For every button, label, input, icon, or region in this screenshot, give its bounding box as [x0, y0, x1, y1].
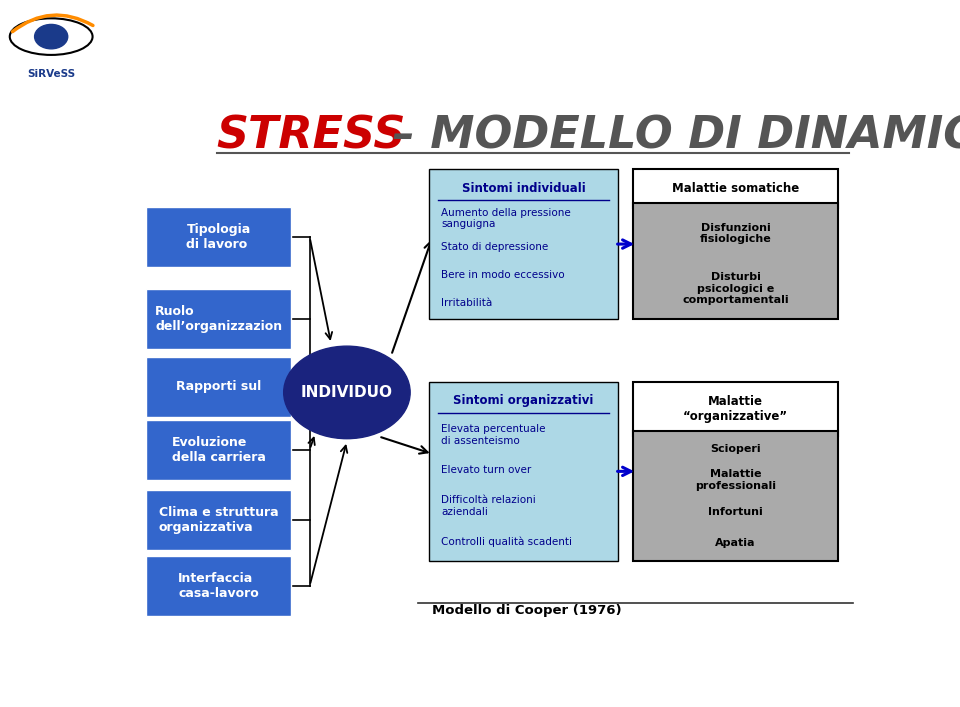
- FancyBboxPatch shape: [146, 207, 291, 267]
- FancyBboxPatch shape: [634, 169, 838, 209]
- Text: Elevata percentuale
di assenteismo: Elevata percentuale di assenteismo: [442, 424, 546, 445]
- FancyBboxPatch shape: [146, 420, 291, 479]
- Text: Scioperi: Scioperi: [710, 444, 761, 454]
- Text: INDIVIDUO: INDIVIDUO: [300, 385, 393, 400]
- Text: Rapporti sul: Rapporti sul: [176, 380, 261, 394]
- Text: Disturbi
psicologici e
comportamentali: Disturbi psicologici e comportamentali: [683, 272, 789, 305]
- FancyBboxPatch shape: [429, 382, 618, 561]
- Text: Clima e struttura
organizzativa: Clima e struttura organizzativa: [158, 506, 278, 534]
- Text: Stato di depressione: Stato di depressione: [442, 242, 549, 252]
- Text: Ruolo
dell’organizzazion: Ruolo dell’organizzazion: [155, 305, 282, 333]
- Text: Bere in modo eccessivo: Bere in modo eccessivo: [442, 270, 565, 280]
- FancyBboxPatch shape: [146, 289, 291, 349]
- Text: Malattie
“organizzative”: Malattie “organizzative”: [684, 395, 788, 423]
- Text: Tipologia
di lavoro: Tipologia di lavoro: [186, 223, 251, 251]
- Text: Irritabilità: Irritabilità: [442, 298, 492, 308]
- Text: – MODELLO DI DINAMICA: – MODELLO DI DINAMICA: [376, 115, 960, 158]
- FancyArrowPatch shape: [12, 15, 93, 32]
- Text: Sintomi organizzativi: Sintomi organizzativi: [453, 394, 594, 407]
- Text: Malattie
professionali: Malattie professionali: [695, 469, 776, 491]
- FancyBboxPatch shape: [634, 382, 838, 436]
- Text: Difficoltà relazioni
aziendali: Difficoltà relazioni aziendali: [442, 496, 536, 517]
- Text: Interfaccia
casa-lavoro: Interfaccia casa-lavoro: [179, 572, 259, 600]
- Text: SiRVeSS: SiRVeSS: [27, 69, 75, 79]
- Circle shape: [35, 25, 68, 49]
- FancyBboxPatch shape: [146, 491, 291, 550]
- Text: Evoluzione
della carriera: Evoluzione della carriera: [172, 436, 266, 464]
- Text: Aumento della pressione
sanguigna: Aumento della pressione sanguigna: [442, 208, 571, 230]
- Ellipse shape: [10, 18, 92, 55]
- Circle shape: [283, 346, 410, 438]
- FancyBboxPatch shape: [146, 556, 291, 616]
- Text: Disfunzioni
fisiologiche: Disfunzioni fisiologiche: [700, 223, 772, 244]
- Text: Sintomi individuali: Sintomi individuali: [462, 182, 586, 194]
- FancyBboxPatch shape: [429, 169, 618, 319]
- Text: Malattie somatiche: Malattie somatiche: [672, 182, 800, 195]
- Text: Modello di Cooper (1976): Modello di Cooper (1976): [432, 604, 622, 617]
- FancyBboxPatch shape: [634, 203, 838, 319]
- Text: Controlli qualità scadenti: Controlli qualità scadenti: [442, 537, 572, 547]
- Text: Infortuni: Infortuni: [708, 506, 763, 517]
- Text: Elevato turn over: Elevato turn over: [442, 465, 532, 475]
- FancyBboxPatch shape: [146, 357, 291, 417]
- Text: Apatia: Apatia: [715, 538, 756, 548]
- FancyBboxPatch shape: [634, 431, 838, 561]
- Text: STRESS: STRESS: [217, 115, 406, 158]
